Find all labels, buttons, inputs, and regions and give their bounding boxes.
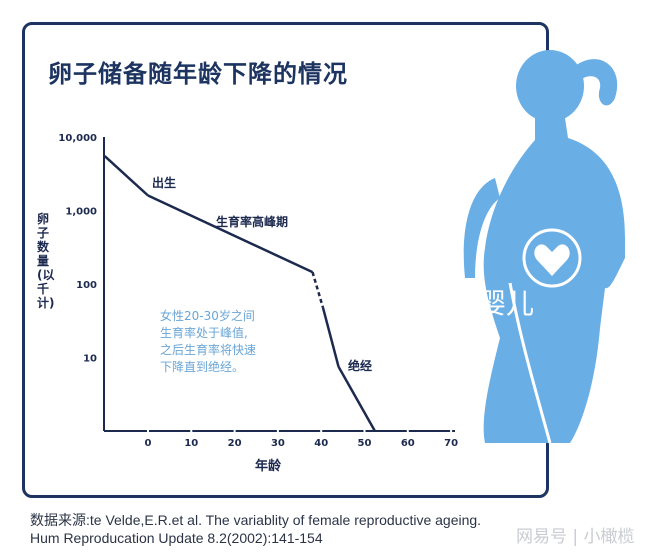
source-line-1: 数据来源:te Velde,E.R.et al. The variablity … — [30, 512, 482, 528]
data-source: 数据来源:te Velde,E.R.et al. The variablity … — [30, 511, 481, 547]
x-tick-label: 10 — [184, 438, 198, 449]
x-tick-label: 70 — [444, 438, 458, 449]
series-segment — [103, 155, 149, 197]
y-axis-label: 卵子数量(以千计) — [37, 212, 55, 310]
x-tick-label: 30 — [271, 438, 285, 449]
woman-silhouette-illustration — [463, 50, 625, 444]
note-line: 之后生育率将快速 — [160, 342, 256, 357]
y-tick-label: 10,000 — [58, 133, 97, 144]
y-tick-label: 10 — [83, 354, 97, 365]
note-line: 生育率处于峰值, — [160, 325, 248, 340]
x-tick-label: 60 — [401, 438, 415, 449]
note-line: 女性20-30岁之间 — [160, 308, 255, 323]
series-segment — [337, 366, 376, 432]
overlay-watermark-text: 婴儿 — [478, 287, 535, 320]
x-tick-label: 0 — [145, 438, 152, 449]
y-tick-label: 100 — [76, 280, 97, 291]
note-text: 女性20-30岁之间 生育率处于峰值, 之后生育率将快速 下降直到绝经。 — [160, 308, 256, 374]
annotation-peak: 生育率高峰期 — [216, 214, 288, 229]
series-segment — [147, 194, 314, 274]
x-tick-label: 50 — [358, 438, 372, 449]
source-line-2: Hum Reproducation Update 8.2(2002):141-1… — [30, 530, 323, 546]
series-segment — [321, 307, 340, 368]
y-tick-label: 1,000 — [65, 207, 97, 218]
series-segment — [311, 271, 325, 308]
page-title: 卵子储备随年龄下降的情况 — [48, 60, 348, 88]
annotation-menopause: 绝经 — [348, 358, 372, 373]
x-tick-label: 20 — [228, 438, 242, 449]
note-line: 下降直到绝经。 — [160, 359, 244, 374]
watermark: 网易号 | 小橄榄 — [516, 527, 635, 547]
x-tick-label: 40 — [314, 438, 328, 449]
x-axis-label: 年龄 — [255, 458, 282, 474]
annotation-birth: 出生 — [152, 175, 176, 190]
